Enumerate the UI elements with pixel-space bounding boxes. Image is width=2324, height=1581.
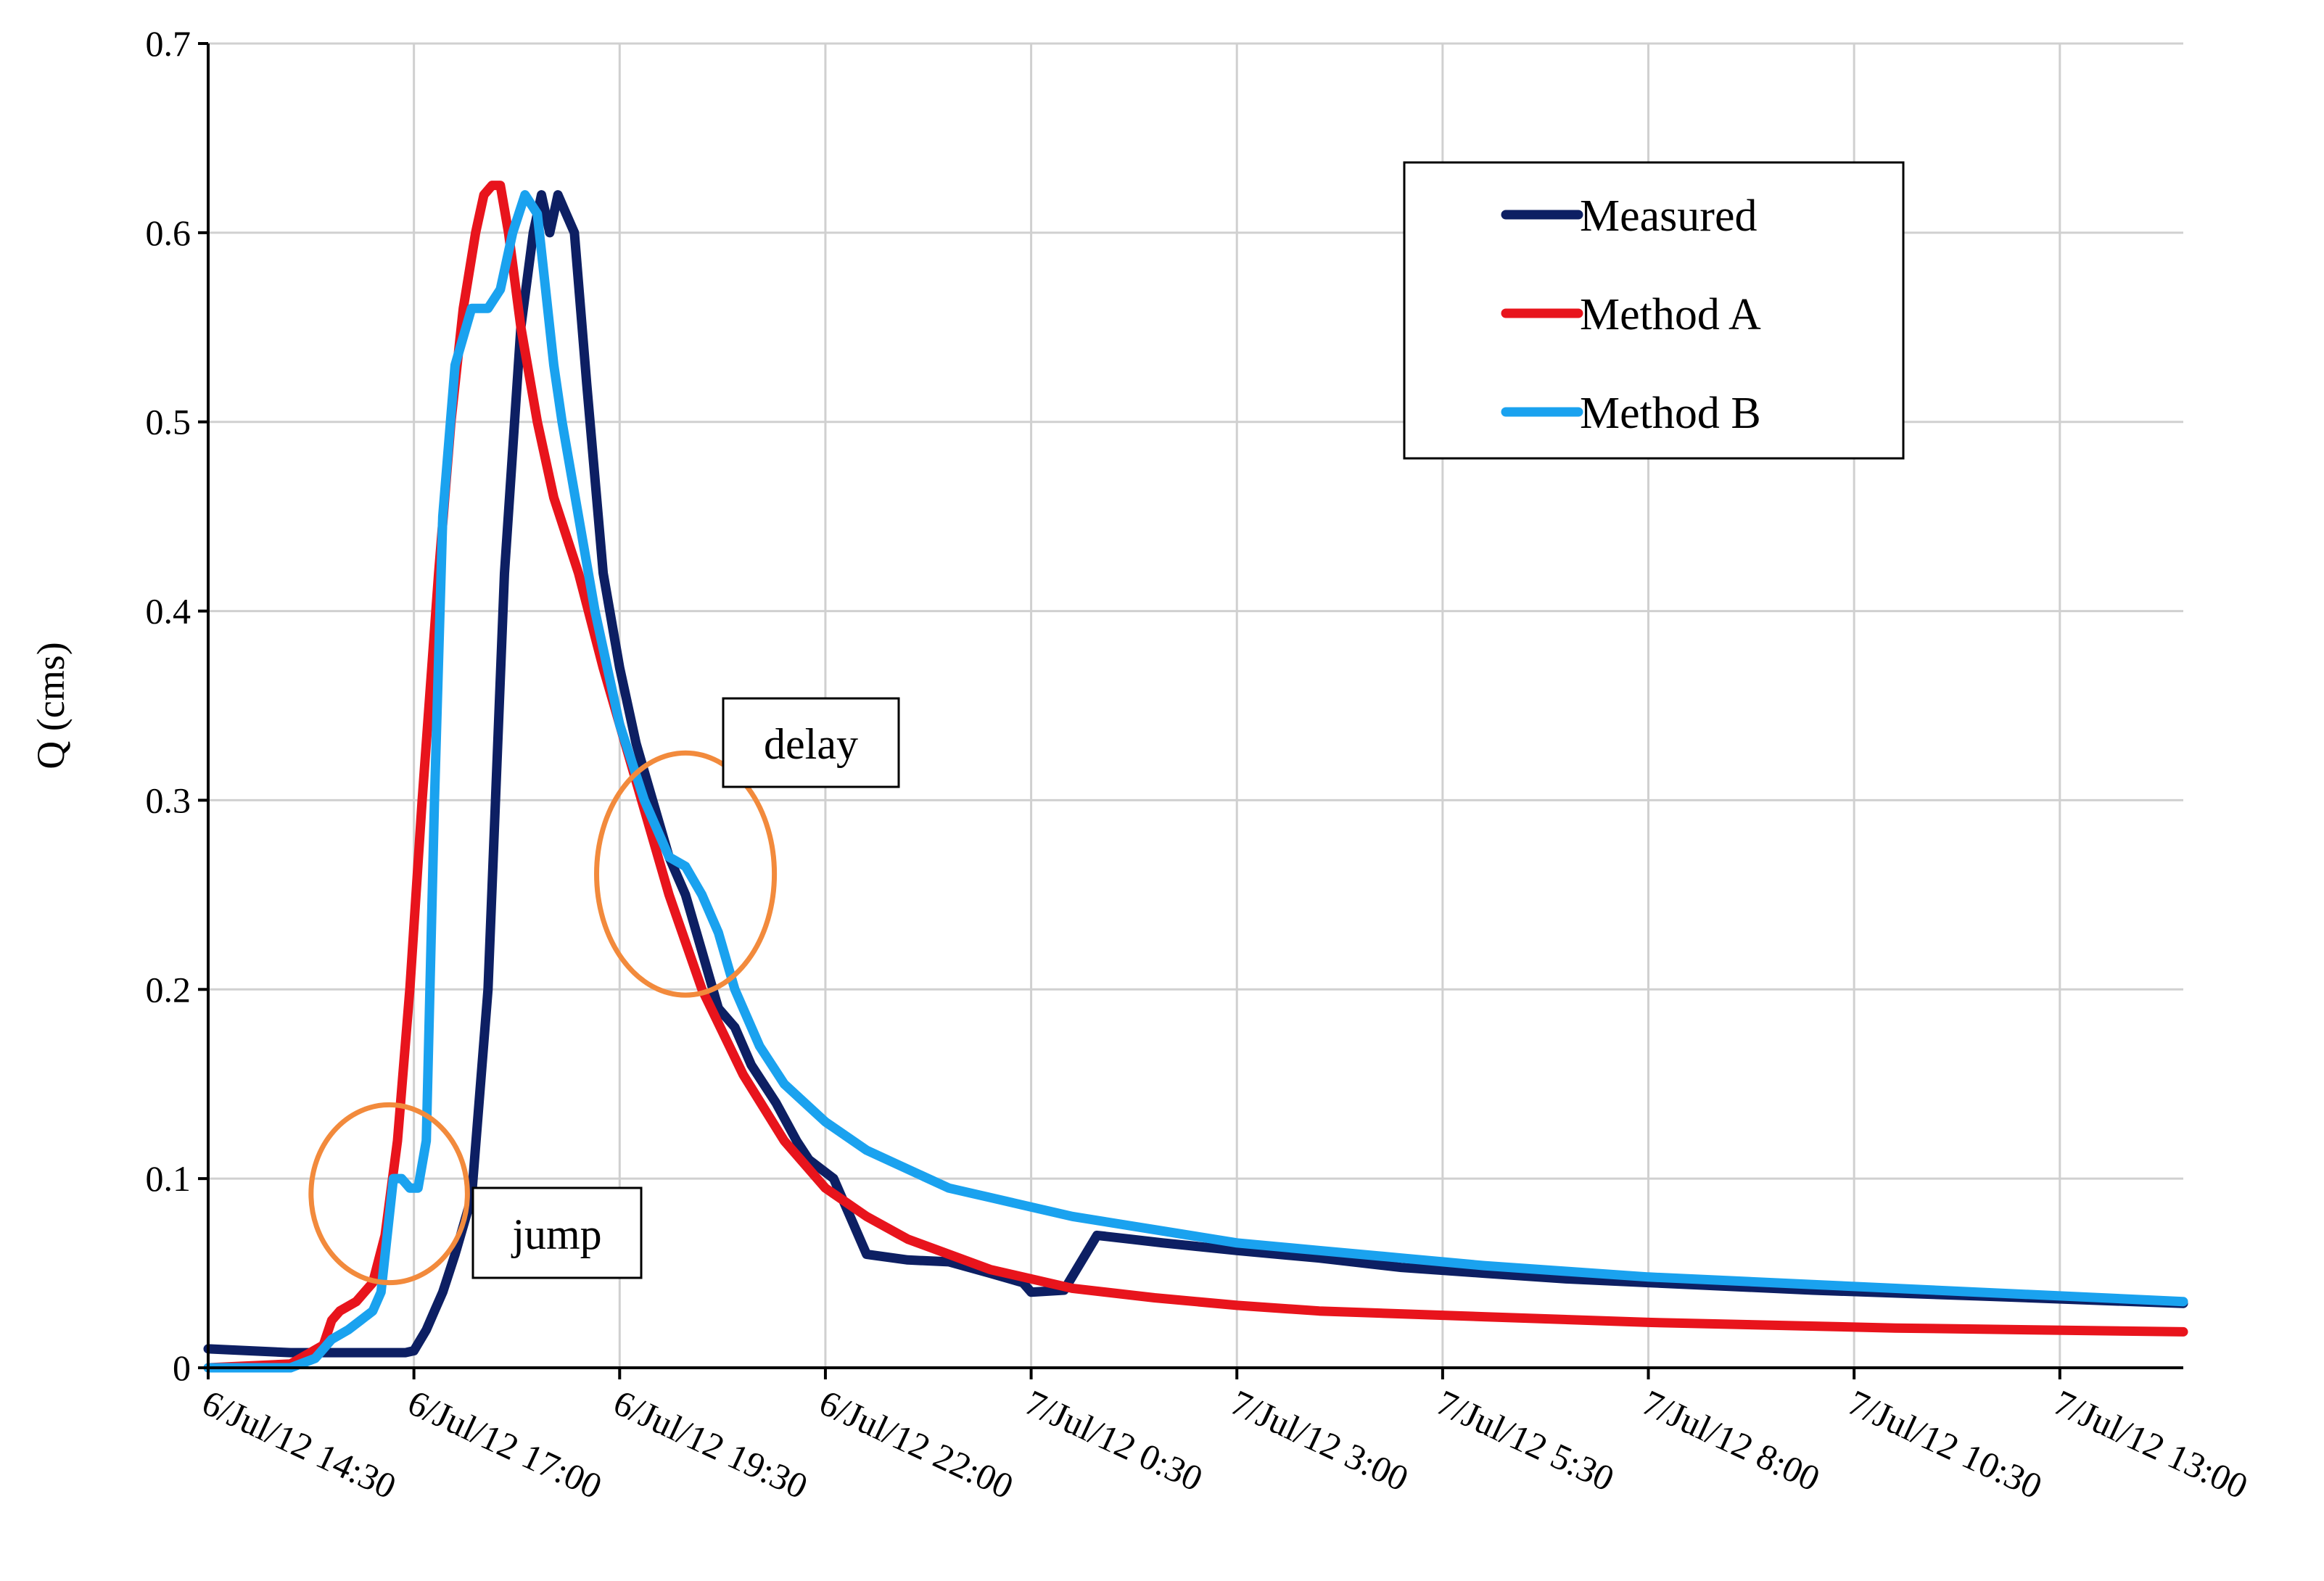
y-tick-label: 0.3 (146, 780, 191, 820)
axis-layer: 00.10.20.30.40.50.60.76/Jul/12 14:30 6/Ju… (29, 23, 2254, 1506)
y-tick-label: 0.5 (146, 402, 191, 442)
y-axis-title: Q (cms) (29, 642, 73, 769)
legend-layer: Measured Method A Method B (1403, 161, 1905, 460)
y-tick-label: 0.7 (146, 23, 191, 64)
legend-label-measured: Measured (1580, 191, 1757, 241)
legend-label-method-b: Method B (1580, 389, 1761, 438)
series-layer (203, 181, 2188, 1373)
x-tick-label: 7/Jul/12 10:30 (1842, 1382, 2048, 1506)
annotation-circle-jump (308, 1102, 470, 1286)
x-tick-label: 7/Jul/12 8:00 (1636, 1382, 1826, 1499)
legend-label-method-a: Method A (1580, 290, 1761, 339)
y-tick-label: 0 (173, 1347, 191, 1388)
annotation-layer: jump delay (308, 697, 900, 1286)
annotation-label-delay: delay (764, 720, 858, 768)
series-line-method-b (203, 190, 2188, 1373)
x-tick-label: 7/Jul/12 5:30 (1430, 1382, 1620, 1499)
y-tick-label: 0.6 (146, 212, 191, 253)
x-tick-label: 6/Jul/12 19:30 (608, 1382, 814, 1506)
x-tick-label: 6/Jul/12 22:00 (813, 1382, 1019, 1506)
x-tick-label: 6/Jul/12 14:30 (196, 1382, 402, 1506)
x-tick-label: 7/Jul/12 3:00 (1225, 1382, 1415, 1499)
legend-box (1403, 161, 1905, 460)
y-tick-label: 0.4 (146, 591, 191, 632)
annotation-circle-delay (594, 750, 778, 998)
annotation-box-delay (722, 697, 900, 788)
x-tick-label: 6/Jul/12 17:00 (402, 1382, 608, 1506)
y-tick-label: 0.2 (146, 969, 191, 1010)
annotation-label-jump: jump (511, 1210, 601, 1258)
x-tick-label: 7/Jul/12 0:30 (1019, 1382, 1209, 1499)
annotation-box-jump (471, 1186, 643, 1279)
y-tick-label: 0.1 (146, 1158, 191, 1199)
x-tick-label: 7/Jul/12 13:00 (2048, 1382, 2254, 1506)
